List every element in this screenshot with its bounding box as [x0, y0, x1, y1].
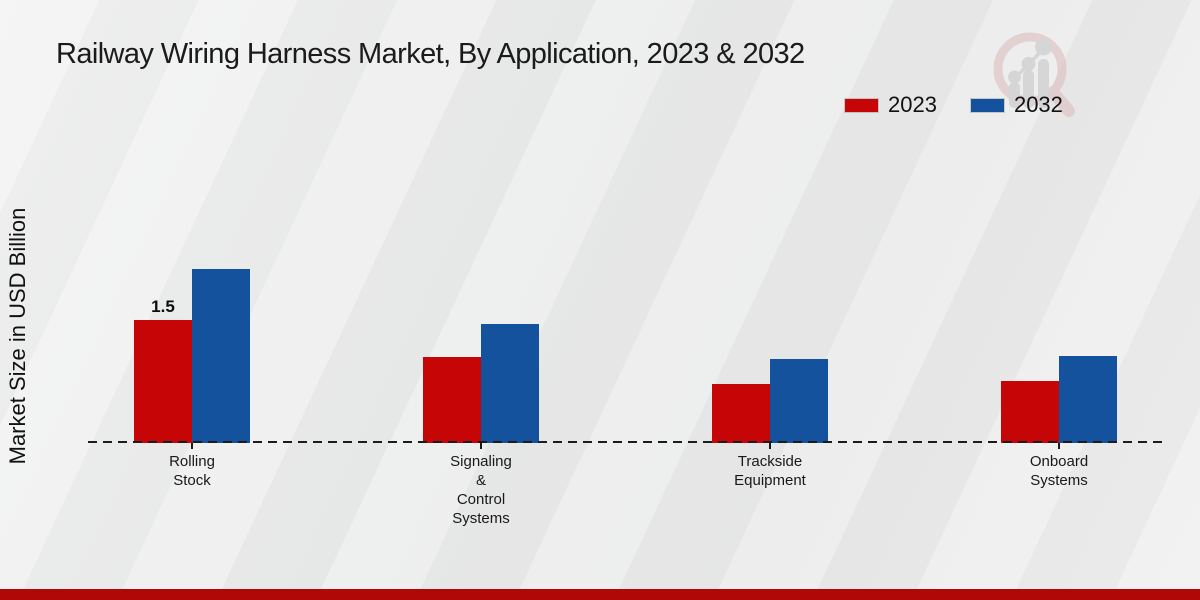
legend-label-2023: 2023: [888, 92, 937, 117]
x-axis-baseline: [88, 441, 1164, 443]
bar-2023: [134, 320, 192, 443]
axis-tick: [191, 443, 193, 449]
axis-tick: [1058, 443, 1060, 449]
legend-swatch-2023: [845, 98, 878, 112]
x-axis-label: Signaling & Control Systems: [450, 453, 512, 528]
magnifier-growth-chart-logo-icon: [993, 32, 1075, 117]
legend-item-2023: 2023: [845, 92, 937, 118]
x-axis-label: Trackside Equipment: [734, 453, 806, 490]
x-axis-label: Onboard Systems: [1029, 453, 1089, 490]
bar-2032: [481, 324, 539, 443]
axis-tick: [480, 443, 482, 449]
legend: 2023 2032: [845, 92, 1063, 118]
bar-data-label: 1.5: [151, 297, 175, 316]
legend-item-2032: 2032: [970, 92, 1063, 118]
legend-label-2032: 2032: [1013, 92, 1063, 117]
footer-accent-band: [0, 589, 1200, 600]
axis-tick: [769, 443, 771, 449]
chart-title: Railway Wiring Harness Market, By Applic…: [56, 38, 805, 70]
bar-2032: [770, 359, 828, 443]
bar-2032: [192, 269, 250, 443]
x-axis-label: Rolling Stock: [169, 453, 215, 490]
bar-2023: [1001, 381, 1059, 443]
bar-2023: [712, 384, 770, 443]
bar-2023: [423, 357, 481, 443]
legend-swatch-2032: [970, 98, 1004, 112]
bar-2032: [1059, 356, 1117, 443]
